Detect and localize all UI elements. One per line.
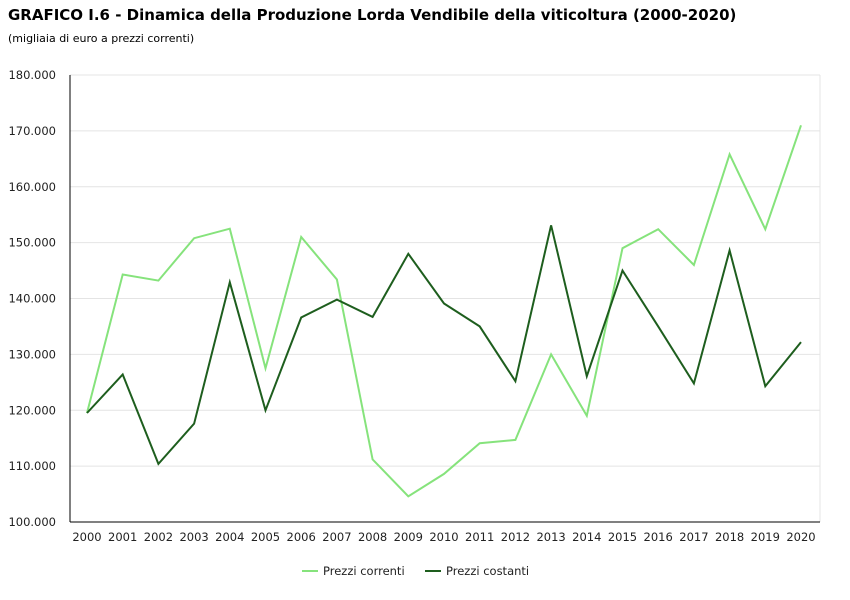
legend-label: Prezzi correnti [323,564,405,578]
y-tick-label: 160.000 [8,180,56,194]
x-tick-label: 2017 [679,530,708,544]
y-tick-label: 130.000 [8,347,56,361]
chart-subtitle: (migliaia di euro a prezzi correnti) [8,32,195,45]
y-tick-label: 150.000 [8,236,56,250]
y-tick-label: 170.000 [8,124,56,138]
y-tick-label: 100.000 [8,515,56,529]
x-tick-label: 2003 [179,530,208,544]
x-tick-label: 2005 [251,530,280,544]
chart-title: GRAFICO I.6 - Dinamica della Produzione … [8,6,737,24]
x-tick-label: 2007 [322,530,351,544]
gridlines [70,74,821,522]
x-tick-label: 2018 [715,530,744,544]
axes: 100.000 110.000 120.000 130.000 140.000 150.0… [8,68,820,544]
x-tick-label: 2010 [429,530,458,544]
x-tick-label: 2011 [465,530,494,544]
y-tick-label: 110.000 [8,459,56,473]
x-tick-label: 2015 [608,530,637,544]
y-tick-label: 140.000 [8,292,56,306]
x-tick-label: 2020 [786,530,815,544]
y-tick-label: 180.000 [8,68,56,82]
x-tick-label: 2001 [108,530,137,544]
x-tick-label: 2004 [215,530,244,544]
legend-label: Prezzi costanti [446,564,529,578]
x-tick-label: 2012 [501,530,530,544]
x-tick-label: 2002 [144,530,173,544]
x-tick-label: 2013 [536,530,565,544]
legend: Prezzi correnti Prezzi costanti [302,564,529,578]
x-tick-label: 2014 [572,530,601,544]
x-tick-label: 2008 [358,530,387,544]
x-tick-label: 2016 [644,530,673,544]
x-tick-label: 2006 [287,530,316,544]
x-tick-label: 2000 [72,530,101,544]
y-tick-label: 120.000 [8,403,56,417]
x-tick-label: 2009 [394,530,423,544]
x-tick-label: 2019 [751,530,780,544]
series-line-prezzi-costanti [86,225,802,466]
series-line-prezzi-correnti [86,124,802,498]
series-lines [86,124,802,498]
